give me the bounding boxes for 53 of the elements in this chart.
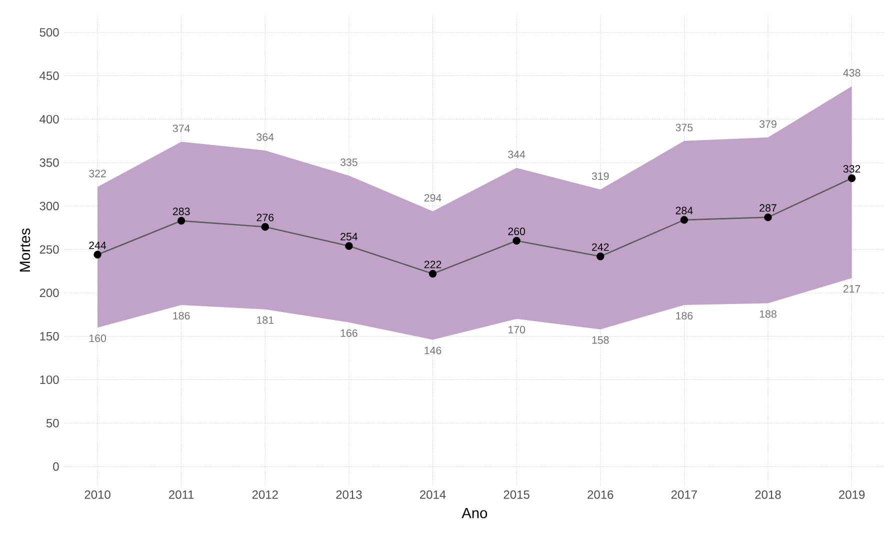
y-tick-label: 350 [40, 158, 59, 167]
y-tick-label: 200 [40, 288, 59, 298]
x-tick-label: 2017 [671, 490, 697, 499]
y-tick-label: 300 [40, 202, 59, 210]
annotation: 319 [592, 172, 609, 180]
x-tick-label: 2019 [839, 490, 865, 499]
annotation: 181 [257, 316, 274, 324]
data-label: 287 [760, 204, 776, 212]
x-tick-label: 2010 [84, 490, 110, 499]
annotation: 294 [424, 194, 442, 202]
x-tick-label: 2011 [169, 490, 194, 499]
y-tick-label: 450 [40, 72, 59, 80]
annotation: 335 [340, 158, 358, 166]
x-tick-label: 2013 [336, 490, 362, 499]
annotation: 379 [760, 120, 776, 128]
data-label: 222 [424, 260, 442, 268]
annotation: 375 [676, 124, 693, 132]
annotation: 438 [843, 69, 860, 77]
data-label: 276 [256, 214, 274, 222]
annotation: 344 [508, 150, 526, 158]
data-label: 244 [89, 242, 106, 250]
data-label: 260 [508, 228, 526, 236]
annotation: 186 [676, 312, 693, 320]
y-tick-label: 50 [46, 418, 59, 428]
x-tick-label: 2012 [252, 490, 278, 499]
y-tick-label: 250 [40, 245, 59, 254]
data-label: 242 [592, 243, 609, 251]
x-tick-label: 2015 [504, 490, 530, 499]
annotation: 170 [508, 326, 526, 334]
data-label: 332 [843, 165, 860, 173]
y-tick-label: 0 [53, 462, 59, 471]
annotation: 374 [172, 124, 190, 132]
annotation: 322 [89, 170, 106, 178]
annotation: 166 [340, 329, 358, 337]
data-label: 283 [172, 208, 190, 216]
annotation: 146 [424, 346, 442, 354]
annotation: 217 [843, 285, 860, 292]
annotation: 186 [173, 312, 190, 320]
y-tick-label: 150 [40, 332, 59, 341]
x-tick-label: 2016 [588, 490, 614, 499]
annotation: 364 [256, 133, 274, 141]
y-tick-label: 100 [40, 375, 59, 384]
x-tick-label: 2018 [755, 490, 781, 499]
x-tick-label: 2014 [420, 490, 446, 499]
data-label: 284 [676, 206, 693, 214]
annotation: 160 [89, 334, 106, 342]
y-axis-title: Mortes [20, 228, 30, 272]
y-tick-label: 400 [40, 114, 59, 124]
y-tick-label: 500 [40, 28, 59, 37]
annotation: 188 [760, 310, 776, 318]
annotation: 158 [592, 336, 609, 344]
data-label: 254 [340, 232, 358, 240]
x-axis-title: Ano [462, 508, 488, 518]
